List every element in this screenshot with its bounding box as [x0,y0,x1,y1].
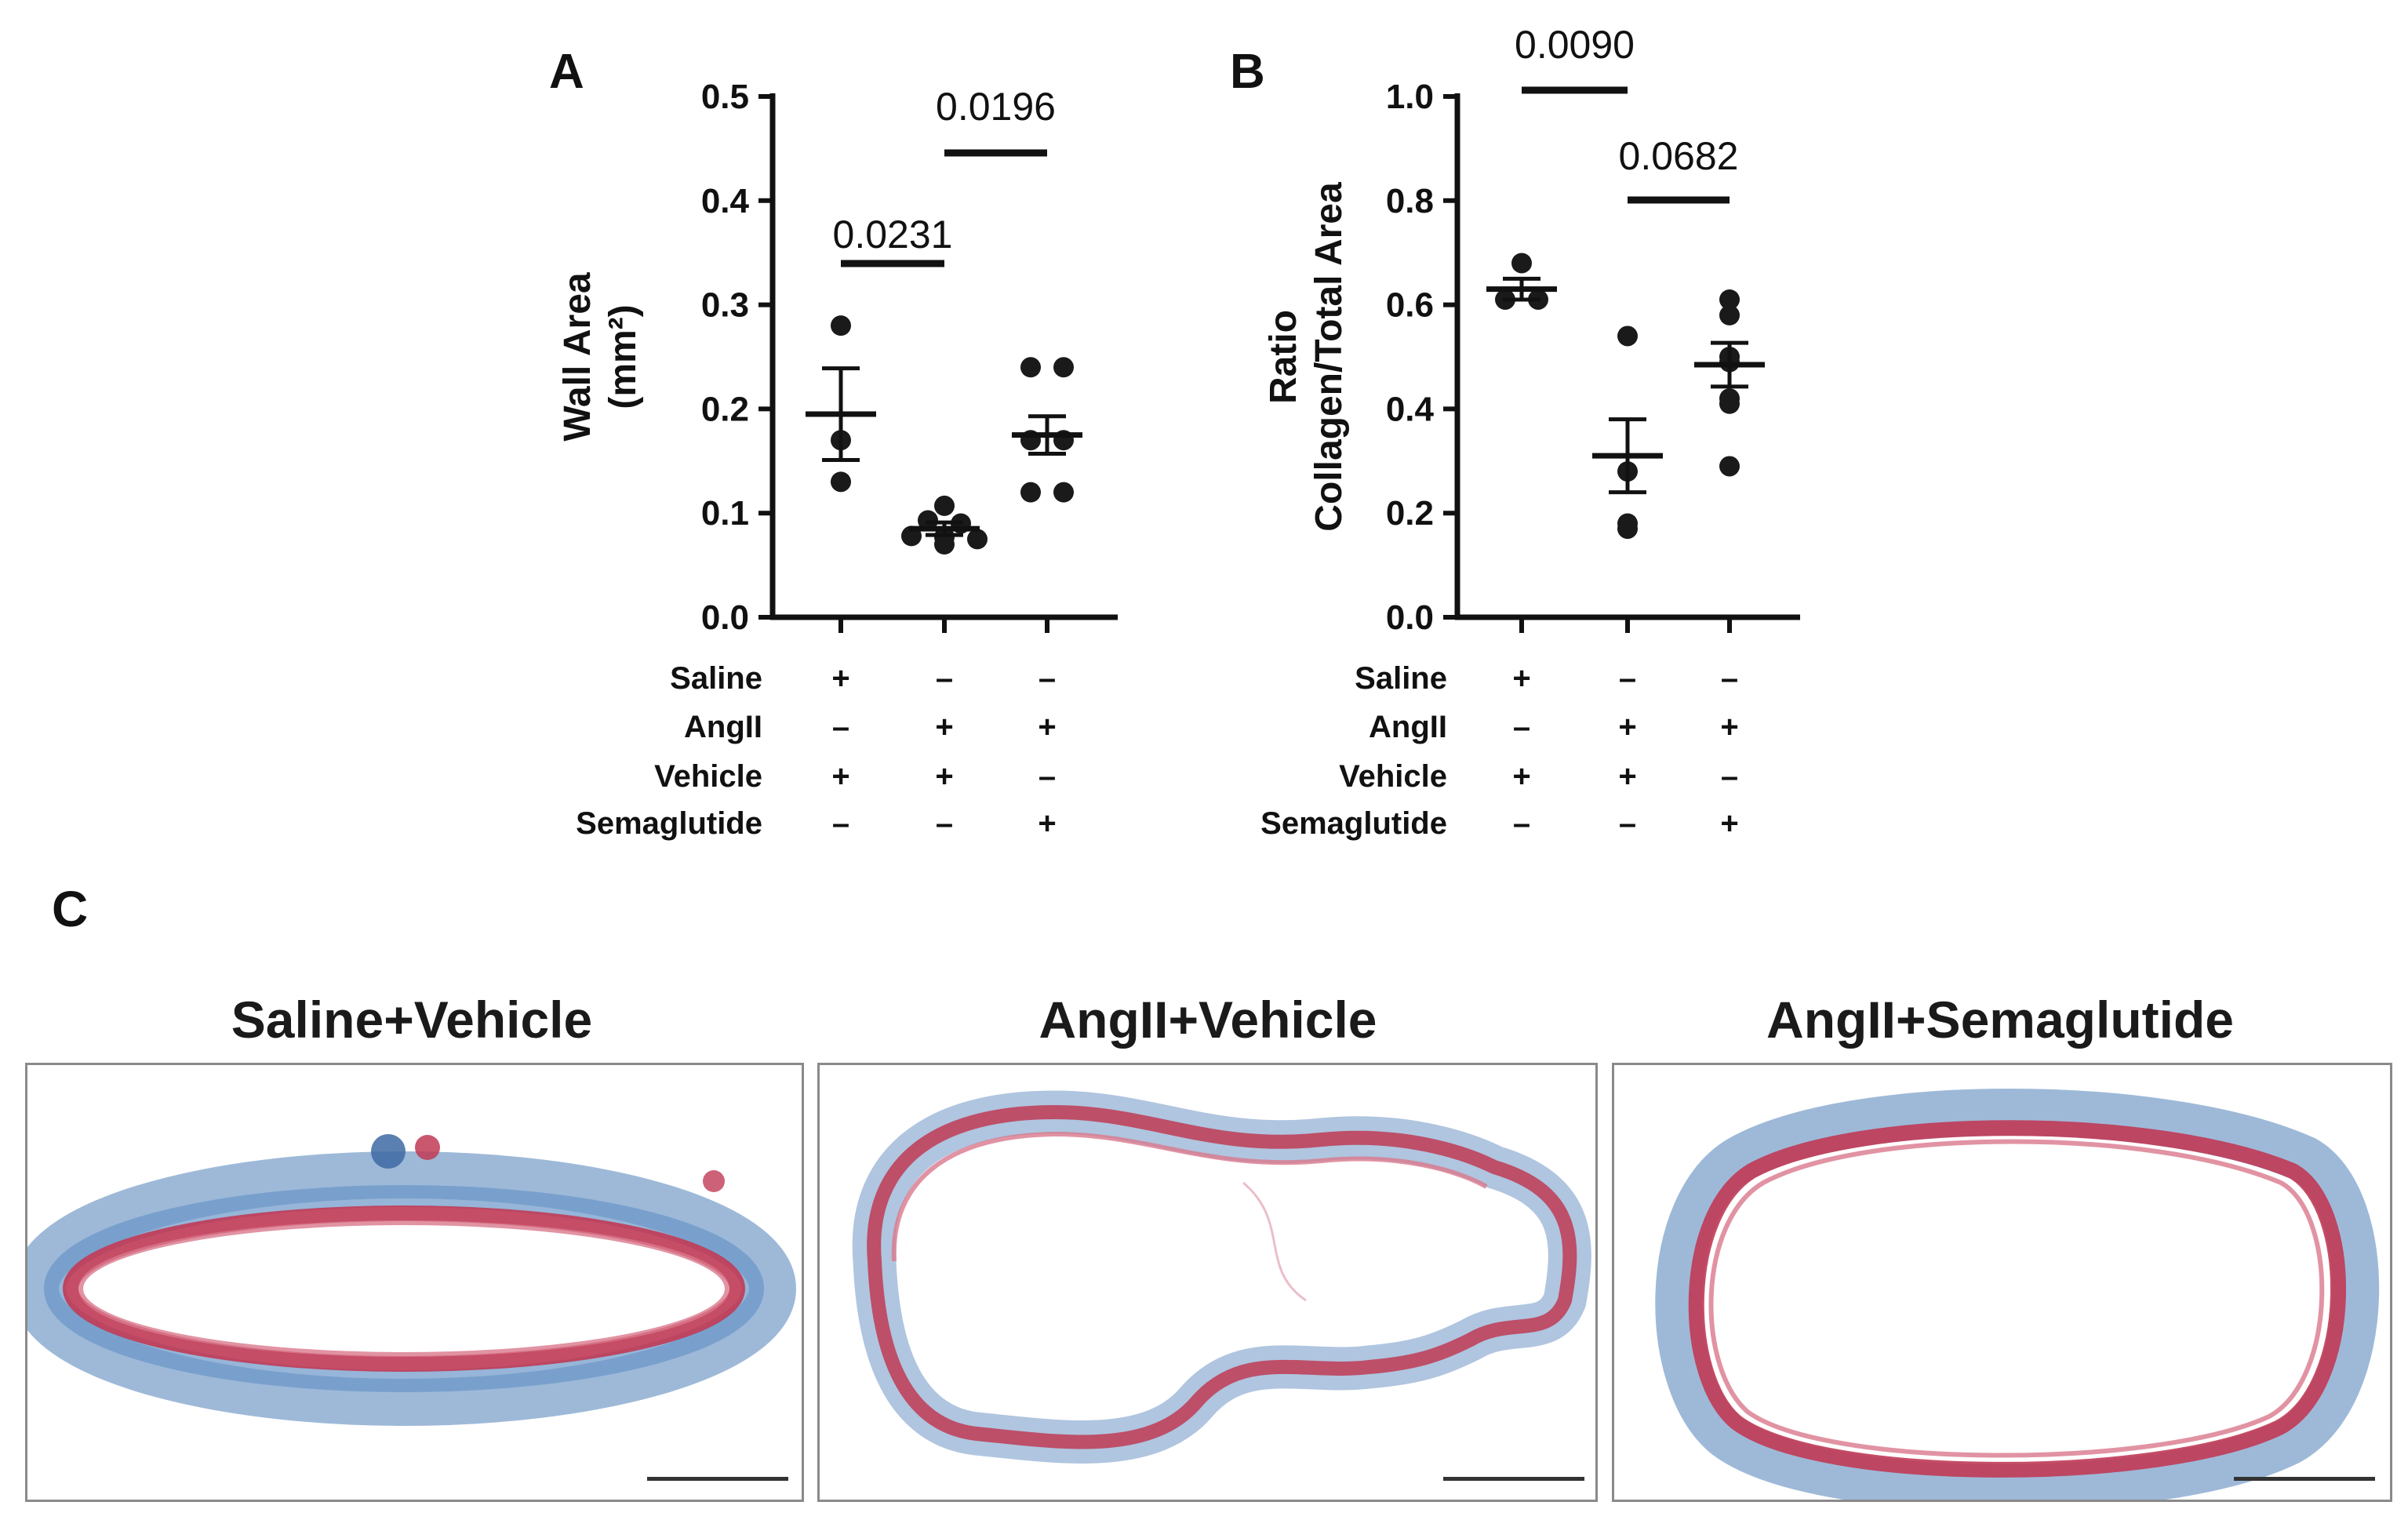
treatment-label-a-angii: AngII [684,710,762,744]
p-value-b-1: 0.0682 [1619,134,1739,178]
vessel-cross-section-angii-vehicle [852,1090,1591,1464]
panel-a-label: A [549,45,584,99]
treatment-label-a-saline: Saline [670,661,762,696]
treatment-label-b-semaglutide: Semaglutide [1260,806,1447,841]
treatment-mark-a-angii-2: + [1038,710,1056,744]
data-point-b-g1-3 [1617,518,1638,540]
figure: A 0.0 0.1 0.2 0.3 0.4 0.5 Wall Area (mm²) 0.0231 0… [549,23,1800,841]
treatment-mark-a-vehicle-1: + [935,759,953,794]
treatment-mark-a-saline-1: – [936,661,953,696]
treatment-label-b-vehicle: Vehicle [1339,759,1447,794]
y-tick-label-a-0: 0.0 [701,598,749,637]
data-point-a-g1-6 [934,534,955,555]
p-value-a-0: 0.0231 [833,213,953,256]
treatment-mark-b-vehicle-0: + [1512,759,1530,794]
treatment-mark-b-vehicle-2: – [1721,759,1738,794]
treatment-mark-a-semaglutide-0: – [832,806,849,841]
treatment-label-a-vehicle: Vehicle [654,759,762,794]
scale-bar-angii-vehicle [1443,1477,1584,1481]
micro-title-angii-vehicle: AngII+Vehicle [1038,991,1377,1049]
micro-title-saline-vehicle: Saline+Vehicle [231,991,593,1049]
treatment-mark-b-angii-0: – [1513,710,1530,744]
y-tick-label-b-3: 0.6 [1386,286,1434,325]
y-tick-label-a-4: 0.4 [701,182,750,220]
y-axis-label-b-line2: Collagen/Total Area [1308,182,1350,532]
vessel-cross-section-angii-semaglutide [1655,1089,2380,1500]
data-point-b-g1-0 [1617,325,1638,347]
data-point-b-g2-6 [1719,456,1740,477]
y-tick-label-b-0: 0.0 [1386,598,1434,637]
y-tick-label-b-4: 0.8 [1386,182,1434,220]
treatment-mark-a-angii-1: + [935,710,953,744]
treatment-mark-b-saline-2: – [1721,661,1738,696]
data-point-a-g0-2 [831,471,851,493]
data-point-a-g1-1 [918,510,938,531]
micrograph-angii-vehicle [817,1063,1598,1502]
treatment-label-b-saline: Saline [1355,661,1447,696]
treatment-mark-a-saline-2: – [1038,661,1056,696]
data-point-a-g2-1 [1053,357,1074,378]
treatment-mark-b-saline-0: + [1512,661,1530,696]
p-value-a-1: 0.0196 [936,85,1056,129]
micrograph-saline-vehicle [25,1063,804,1502]
y-tick-label-a-2: 0.2 [701,390,749,428]
p-value-b-0: 0.0090 [1515,23,1635,67]
scale-bar-angii-semaglutide [2234,1477,2375,1481]
y-tick-label-b-5: 1.0 [1386,78,1434,116]
data-point-a-g0-0 [831,315,851,336]
panel-b-label: B [1230,45,1265,99]
treatment-mark-a-vehicle-2: – [1038,759,1056,794]
vessel-cross-section-saline [27,1134,796,1426]
treatment-mark-b-angii-1: + [1618,710,1636,744]
y-axis-label-a-line1: Wall Area [557,272,598,441]
data-point-a-g1-5 [967,529,988,550]
treatment-mark-b-vehicle-1: + [1618,759,1636,794]
panel-c-label: C [52,881,89,937]
micro-title-angii-semaglutide: AngII+Semaglutide [1766,991,2234,1049]
treatment-mark-b-semaglutide-0: – [1513,806,1530,841]
treatment-mark-a-angii-0: – [832,710,849,744]
data-point-a-g1-0 [934,495,955,516]
data-point-b-g0-0 [1511,253,1532,274]
treatment-mark-b-semaglutide-2: + [1720,806,1738,841]
scale-bar-saline [647,1477,788,1481]
y-axis-label-a-line2: (mm²) [602,304,644,409]
treatment-mark-b-saline-1: – [1619,661,1636,696]
y-tick-label-b-1: 0.2 [1386,494,1434,533]
treatment-label-a-semaglutide: Semaglutide [576,806,762,841]
y-tick-label-b-2: 0.4 [1386,390,1435,428]
data-point-b-g2-0 [1719,289,1740,310]
data-point-a-g2-4 [1020,482,1041,503]
y-axis-label-b-line1: Ratio [1263,310,1304,404]
data-point-b-g2-5 [1719,393,1740,414]
treatment-mark-a-vehicle-0: + [831,759,849,794]
y-tick-label-a-3: 0.3 [701,286,749,325]
y-tick-label-a-5: 0.5 [701,78,749,116]
treatment-mark-a-semaglutide-1: – [936,806,953,841]
treatment-mark-b-angii-2: + [1720,710,1738,744]
data-point-b-g2-1 [1719,304,1740,325]
data-point-a-g2-0 [1020,357,1041,378]
y-tick-label-a-1: 0.1 [701,494,749,533]
treatment-mark-a-semaglutide-2: + [1038,806,1056,841]
data-point-a-g2-5 [1053,482,1074,503]
treatment-mark-b-semaglutide-1: – [1619,806,1636,841]
micrograph-angii-semaglutide [1612,1063,2392,1502]
treatment-mark-a-saline-0: + [831,661,849,696]
treatment-label-b-angii: AngII [1369,710,1447,744]
